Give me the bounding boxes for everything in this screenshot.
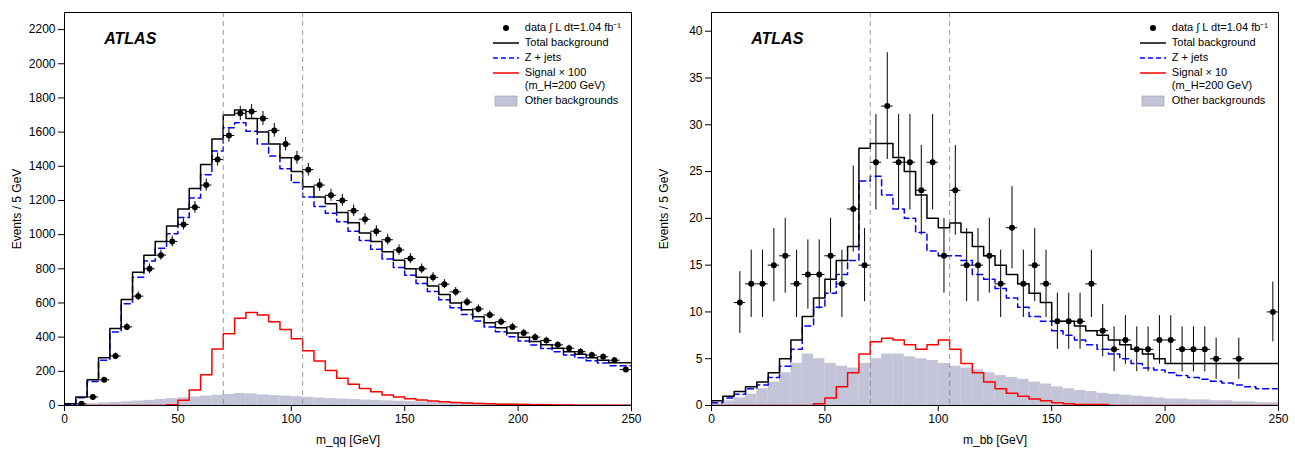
svg-text:1600: 1600 [29,125,56,139]
svg-text:800: 800 [35,262,55,276]
svg-text:ATLAS: ATLAS [103,30,156,47]
svg-text:400: 400 [35,330,55,344]
html-text:Other backgrounds: Other backgrounds [1171,94,1266,106]
svg-text:200: 200 [35,364,55,378]
svg-text:35: 35 [689,71,703,85]
svg-text:1800: 1800 [29,91,56,105]
svg-text:100: 100 [928,412,948,426]
html-text:data ∫ L dt=1.04 fb⁻¹: data ∫ L dt=1.04 fb⁻¹ [1171,21,1268,33]
html-text:data ∫ L dt=1.04 fb⁻¹: data ∫ L dt=1.04 fb⁻¹ [524,21,621,33]
svg-text:0: 0 [61,412,68,426]
svg-text:150: 150 [1042,412,1062,426]
svg-text:5: 5 [696,352,703,366]
svg-text:1200: 1200 [29,193,56,207]
svg-text:600: 600 [35,296,55,310]
html-text:Signal × 100 (m_H=200 GeV): Signal × 100 (m_H=200 GeV) [524,66,606,91]
html-text:Other backgrounds: Other backgrounds [524,94,619,106]
html-text:Z + jets: Z + jets [1171,51,1209,63]
svg-text:Events / 5 GeV: Events / 5 GeV [10,169,24,250]
svg-text:0: 0 [49,398,56,412]
svg-text:ATLAS: ATLAS [750,30,803,47]
html-text:Signal × 10 (m_H=200 GeV): Signal × 10 (m_H=200 GeV) [1171,66,1253,91]
svg-text:0: 0 [696,398,703,412]
svg-text:50: 50 [171,412,185,426]
svg-text:30: 30 [689,118,703,132]
svg-text:25: 25 [689,164,703,178]
svg-text:150: 150 [395,412,415,426]
svg-text:Events / 5 GeV: Events / 5 GeV [657,169,671,250]
svg-text:10: 10 [689,305,703,319]
svg-text:0: 0 [708,412,715,426]
svg-text:50: 50 [818,412,832,426]
svg-text:100: 100 [281,412,301,426]
svg-text:200: 200 [508,412,528,426]
html-text:Total background: Total background [524,36,609,48]
svg-text:2200: 2200 [29,22,56,36]
svg-text:1000: 1000 [29,227,56,241]
html-text:Z + jets: Z + jets [524,51,562,63]
svg-text:250: 250 [1268,412,1288,426]
svg-text:200: 200 [1155,412,1175,426]
html-text:Total background: Total background [1171,36,1256,48]
svg-text:m_qq [GeV]: m_qq [GeV] [316,433,380,447]
svg-text:15: 15 [689,258,703,272]
svg-text:m_bb [GeV]: m_bb [GeV] [963,433,1027,447]
svg-text:2000: 2000 [29,57,56,71]
svg-text:20: 20 [689,211,703,225]
svg-text:1400: 1400 [29,159,56,173]
svg-text:40: 40 [689,24,703,38]
svg-text:250: 250 [621,412,641,426]
